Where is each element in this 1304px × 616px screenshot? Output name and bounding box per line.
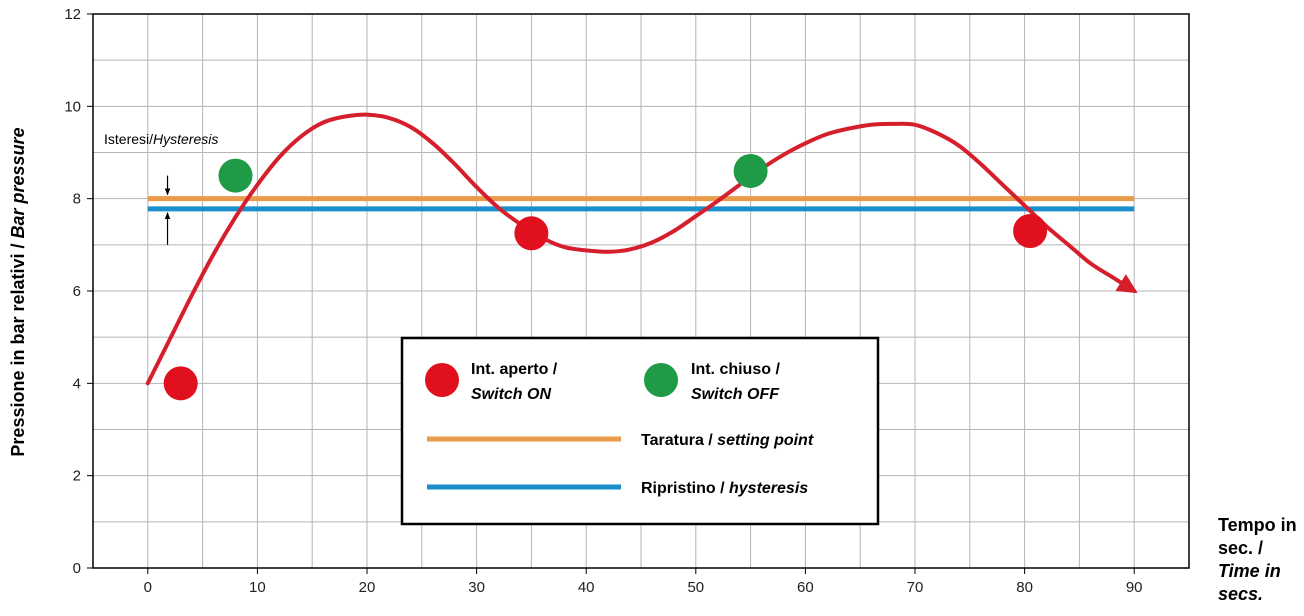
legend-setting-label: Taratura / setting point: [641, 432, 814, 449]
switch-off-point: [733, 153, 768, 188]
reference-lines: [147, 196, 1135, 212]
x-tick-label: 50: [687, 579, 704, 596]
x-tick-label: 90: [1126, 579, 1143, 596]
legend-box: [400, 336, 880, 526]
switch-off-point: [218, 158, 253, 193]
hysteresis-annotation-label: Isteresi/Hysteresis: [104, 131, 218, 147]
switch-points: [163, 153, 1048, 401]
x-tick-label: 30: [468, 579, 485, 596]
y-axis-title: Pressione in bar relativi / Bar pressure: [8, 127, 28, 456]
legend-switch-on-label: Int. aperto /: [471, 361, 558, 378]
legend-switch-off-marker: [644, 363, 678, 397]
y-tick-label: 8: [73, 191, 81, 208]
x-axis-title: Tempo in sec. / Time in secs.: [1218, 514, 1300, 606]
legend-switch-off-label-en: Switch OFF: [691, 386, 780, 403]
legend-switch-on-label-en: Switch ON: [471, 386, 551, 403]
legend-hysteresis-label: Ripristino / hysteresis: [641, 480, 808, 497]
switch-on-point: [163, 366, 198, 401]
switch-on-point: [1013, 213, 1048, 248]
hysteresis-annotation: Isteresi/Hysteresis: [104, 131, 218, 245]
x-tick-label: 40: [578, 579, 595, 596]
x-tick-label: 80: [1016, 579, 1033, 596]
pressure-curve: [145, 112, 1138, 386]
x-tick-label: 60: [797, 579, 814, 596]
y-tick-label: 0: [73, 560, 81, 577]
x-tick-label: 70: [907, 579, 924, 596]
legend: Int. aperto / Switch ON Int. chiuso / Sw…: [400, 336, 880, 526]
y-tick-label: 2: [73, 468, 81, 485]
x-tick-label: 20: [359, 579, 376, 596]
legend-switch-on-marker: [425, 363, 459, 397]
y-tick-label: 12: [64, 6, 81, 23]
switch-on-point: [514, 216, 549, 251]
x-tick-label: 10: [249, 579, 266, 596]
x-axis-title-main: Tempo in sec. /: [1218, 515, 1297, 558]
plot-frame: [92, 13, 1190, 569]
y-tick-label: 4: [73, 375, 81, 392]
x-axis-title-en: Time in secs.: [1218, 561, 1281, 604]
legend-switch-off-label: Int. chiuso /: [691, 361, 780, 378]
y-tick-label: 6: [73, 283, 81, 300]
axis-ticks: 0 10 20 30 40 50 60 70 80 90 0 2 4 6 8 10 12: [64, 6, 1142, 596]
x-tick-label: 0: [144, 579, 152, 596]
y-tick-label: 10: [64, 98, 81, 115]
